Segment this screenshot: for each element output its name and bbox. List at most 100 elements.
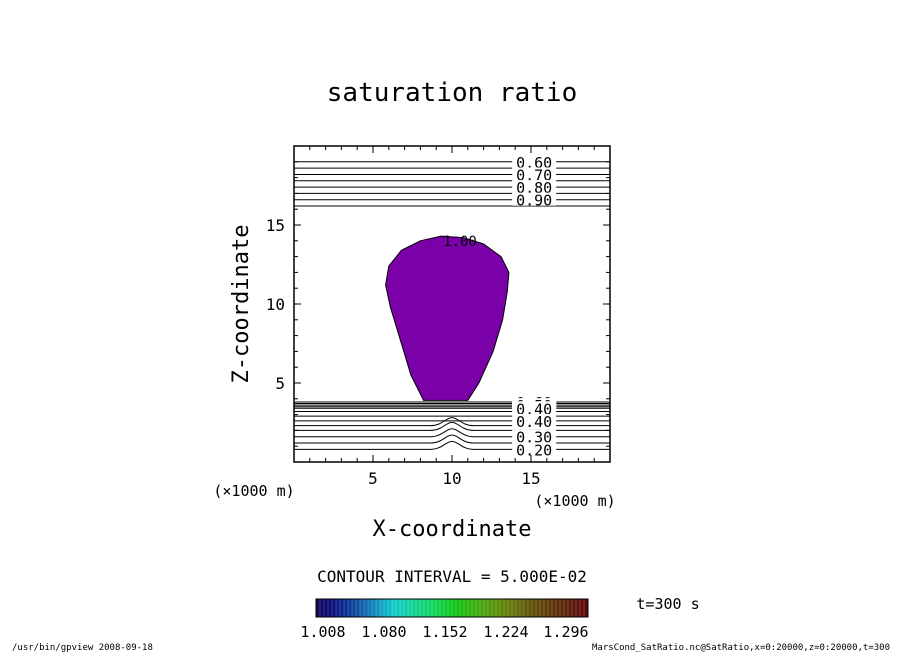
colorbar-cell — [332, 599, 337, 617]
contour-label-bg — [512, 167, 557, 181]
colorbar-cell — [464, 599, 469, 617]
x-tick-label: 5 — [368, 469, 378, 488]
colorbar-cell — [524, 599, 529, 617]
colorbar-cell — [344, 599, 349, 617]
axis-ticks — [294, 146, 610, 462]
colorbar-cell — [552, 599, 557, 617]
contour-label: 0.30 — [516, 429, 552, 447]
contour-label: 0.80 — [516, 179, 552, 197]
x-unit-label: (×1000 m) — [534, 492, 615, 510]
contour-label-bg — [512, 413, 557, 427]
contour-interval-label: CONTOUR INTERVAL = 5.000E-02 — [317, 567, 587, 586]
colorbar-cell — [504, 599, 509, 617]
cloud-contour-label: 1.00 — [443, 234, 477, 250]
colorbar-cell — [492, 599, 497, 617]
colorbar-cell — [340, 599, 345, 617]
colorbar-cell — [436, 599, 441, 617]
colorbar-cell — [416, 599, 421, 617]
contour-label: 0.20 — [516, 441, 552, 459]
colorbar-cell — [396, 599, 401, 617]
colorbar-cell — [576, 599, 581, 617]
x-tick-labels: 5 10 15 — [368, 469, 540, 488]
colorbar-cell — [476, 599, 481, 617]
colorbar-cell — [544, 599, 549, 617]
colorbar-cell — [448, 599, 453, 617]
colorbar-cell — [480, 599, 485, 617]
colorbar-cell — [368, 599, 373, 617]
contour-label: 0.40 — [516, 413, 552, 431]
colorbar-cell — [348, 599, 353, 617]
colorbar-cell — [384, 599, 389, 617]
colorbar-cell — [324, 599, 329, 617]
colorbar-tick-label: 1.296 — [543, 623, 588, 641]
colorbar-cell — [444, 599, 449, 617]
colorbar-cell — [532, 599, 537, 617]
footer-left: /usr/bin/gpview 2008-09-18 — [12, 643, 153, 653]
contour-label-bg — [512, 442, 557, 456]
y-axis-label: Z-coordinate — [229, 225, 254, 384]
colorbar-cell — [400, 599, 405, 617]
contour-label-bg — [512, 401, 557, 415]
contour-labels: 0.600.700.800.900.600.500.400.400.300.20 — [512, 154, 557, 459]
y-tick-label: 15 — [266, 216, 285, 235]
contour-label: 0.90 — [516, 192, 552, 210]
contour-label-bg — [512, 192, 557, 206]
colorbar-cell — [364, 599, 369, 617]
time-label: t=300 s — [636, 595, 699, 613]
colorbar-cell — [392, 599, 397, 617]
cloud-region-contour — [385, 235, 510, 401]
y-tick-label: 10 — [266, 295, 285, 314]
contour-label-bg — [512, 429, 557, 443]
colorbar-cell — [560, 599, 565, 617]
colorbar-cell — [372, 599, 377, 617]
contour-line — [294, 440, 610, 450]
contour-line — [294, 434, 610, 444]
chart-title: saturation ratio — [327, 78, 577, 108]
x-axis-label: X-coordinate — [373, 517, 532, 542]
colorbar-cell — [540, 599, 545, 617]
colorbar-cell — [376, 599, 381, 617]
colorbar-cell — [568, 599, 573, 617]
y-tick-labels: 5 10 15 — [266, 216, 285, 393]
contour-label-bg — [512, 154, 557, 168]
colorbar-frame — [315, 598, 589, 618]
colorbar — [315, 599, 589, 617]
colorbar-tick-label: 1.224 — [483, 623, 528, 641]
colorbar-cell — [388, 599, 393, 617]
contour-label: 0.60 — [516, 154, 552, 172]
colorbar-cell — [428, 599, 433, 617]
colorbar-cell — [356, 599, 361, 617]
colorbar-cell — [328, 599, 333, 617]
contour-line — [294, 421, 610, 431]
colorbar-cell — [452, 599, 457, 617]
colorbar-cell — [564, 599, 569, 617]
colorbar-cell — [352, 599, 357, 617]
colorbar-cell — [580, 599, 585, 617]
colorbar-cell — [404, 599, 409, 617]
contour-line — [294, 417, 610, 427]
colorbar-cell — [556, 599, 561, 617]
colorbar-cell — [512, 599, 517, 617]
y-tick-label: 5 — [275, 374, 285, 393]
colorbar-cell — [536, 599, 541, 617]
plot-area: 0.600.700.800.900.600.500.400.400.300.20… — [293, 145, 611, 463]
colorbar-cell — [360, 599, 365, 617]
colorbar-cell — [336, 599, 341, 617]
footer-right: MarsCond_SatRatio.nc@SatRatio,x=0:20000,… — [592, 643, 890, 653]
colorbar-tick-label: 1.008 — [300, 623, 345, 641]
colorbar-tick-label: 1.152 — [422, 623, 467, 641]
colorbar-cell — [424, 599, 429, 617]
x-tick-label: 10 — [442, 469, 461, 488]
colorbar-cell — [380, 599, 385, 617]
colorbar-cell — [456, 599, 461, 617]
colorbar-cell — [508, 599, 513, 617]
colorbar-cell — [548, 599, 553, 617]
colorbar-cell — [440, 599, 445, 617]
colorbar-tick-labels: 1.008 1.080 1.152 1.224 1.296 — [300, 623, 588, 641]
contour-lines — [294, 161, 610, 450]
colorbar-cell — [516, 599, 521, 617]
colorbar-cell — [408, 599, 413, 617]
colorbar-cell — [460, 599, 465, 617]
contour-label: 0.70 — [516, 166, 552, 184]
